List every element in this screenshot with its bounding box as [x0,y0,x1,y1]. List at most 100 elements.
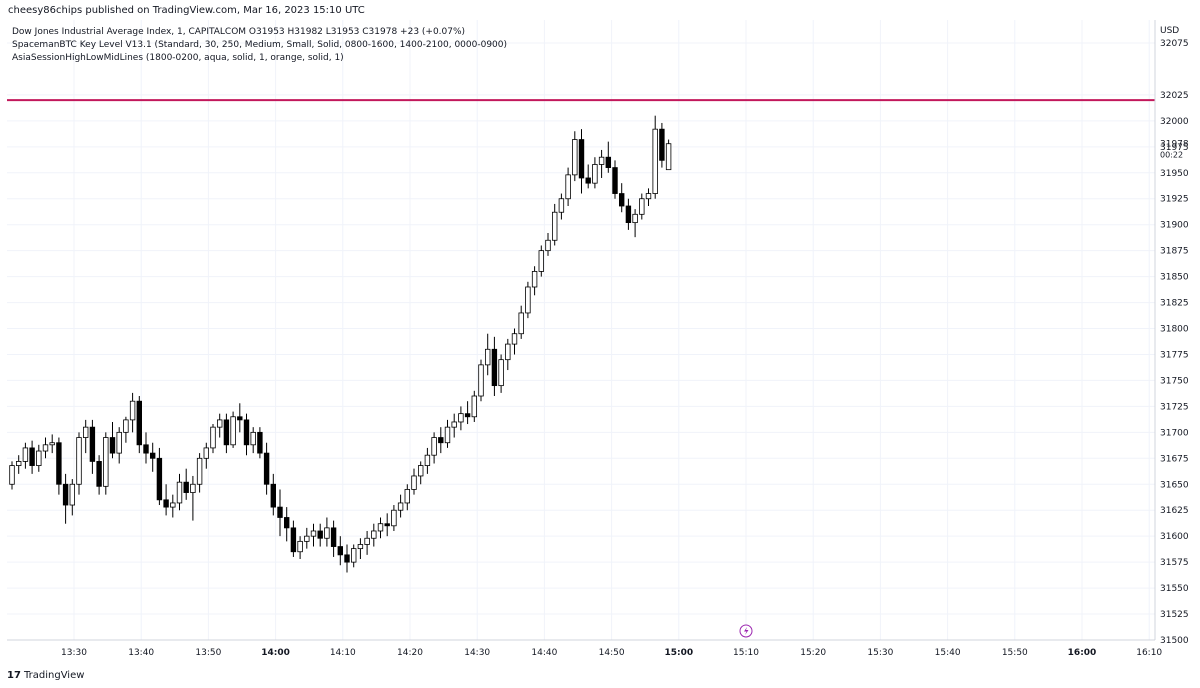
candle-body-up [129,400,136,421]
legend-indicator-asia-session[interactable]: AsiaSessionHighLowMidLines (1800-0200, a… [12,53,344,63]
candle-body-up [15,461,22,466]
candle-body-down [438,437,444,444]
candle-body-up [22,447,29,462]
grid [7,20,1155,641]
candle-body-up [203,447,209,459]
candle-body-down [183,481,189,493]
candle-body-up [310,530,317,537]
candle-body-down [263,452,270,485]
candle-body-up [484,348,491,366]
y-tick-label: 31900 [1160,221,1189,231]
candle-body-up [565,174,571,200]
candle-body-up [49,442,55,446]
lightning-bolt [744,627,749,635]
candle-body-up [598,156,605,165]
candle-body-down [491,348,498,387]
y-tick-label: 31575 [1160,558,1189,568]
candle-body-down [578,139,585,179]
candle-body-up [176,481,183,504]
candle-body-down [464,413,471,418]
x-tick-label: 13:50 [195,648,221,658]
candle-body-up [116,431,122,454]
candle-body-down [384,523,390,527]
candle-body-down [277,506,283,518]
candle-body-up [297,540,303,553]
y-tick-label: 31600 [1160,532,1189,542]
candle-body-up [350,548,357,563]
candle-body-up [76,437,82,485]
y-tick-label: 31675 [1160,454,1189,464]
candle-body-up [518,312,524,335]
candle-body-up [391,509,397,527]
y-tick-label: 31500 [1160,636,1189,646]
candle-body-down [89,426,96,462]
candle-body-up [216,419,223,428]
x-tick-label: 15:10 [733,648,759,658]
x-tick-label: 14:40 [531,648,557,658]
candle-body-up [478,364,484,397]
y-tick-label: 31700 [1160,428,1189,438]
y-tick-label: 31825 [1160,299,1189,309]
x-tick-label: 14:20 [397,648,423,658]
x-tick-label: 13:40 [128,648,154,658]
candle-body-up [377,523,384,532]
candle-body-up [645,193,652,200]
candle-body-down [163,499,169,508]
candle-body-down [605,156,611,168]
y-tick-label: 31750 [1160,376,1189,386]
candle-body-up [170,502,176,508]
x-tick-label: 15:30 [867,648,893,658]
x-tick-label: 15:00 [664,648,693,658]
y-tick-label: 32025 [1160,91,1189,101]
candle-body-down [29,447,35,466]
candle-body-up [404,489,410,504]
legend-indicator-keylevel[interactable]: SpacemanBTC Key Level V13.1 (Standard, 3… [12,40,508,50]
candle-body-up [9,465,15,485]
candle-body-up [451,421,457,428]
candle-body-up [103,437,109,487]
y-tick-label: 31925 [1160,195,1189,205]
candle-body-down [337,546,343,556]
candle-body-down [585,177,591,184]
candle-body-down [96,461,102,487]
publish-info: cheesy86chips published on TradingView.c… [8,5,365,16]
candle-body-up [665,143,672,171]
legend-symbol-line[interactable]: Dow Jones Industrial Average Index, 1, C… [12,27,466,37]
candle-body-up [444,426,451,444]
candle-body-up [357,544,364,550]
candle-body-up [42,444,49,452]
y-tick-label: 31650 [1160,480,1189,490]
x-tick-label: 14:00 [261,648,290,658]
y-tick-label: 31725 [1160,402,1189,412]
y-tick-label: 31950 [1160,169,1189,179]
candle-body-down [270,483,276,508]
x-tick-label: 13:30 [61,648,87,658]
candle-body-up [592,164,598,184]
candle-body-up [505,343,511,361]
candle-body-up [411,475,417,490]
candle-body-up [525,286,531,314]
candle-body-up [371,530,377,539]
candle-body-up [364,537,370,545]
candle-body-up [190,483,196,493]
candle-body-up [538,250,544,272]
candle-body-up [36,450,42,466]
candle-body-down [56,442,62,485]
y-tick-label: 32075 [1160,39,1189,49]
legend: Dow Jones Industrial Average Index, 1, C… [12,26,507,65]
countdown-label: 00:22 [1160,151,1183,160]
candle-body-up [652,128,658,194]
candle-body-up [531,271,538,288]
y-tick-label: 31800 [1160,325,1189,335]
candle-body-up [83,426,89,438]
candle-body-down [317,530,323,539]
candle-body-up [230,416,236,446]
publish-header: cheesy86chips published on TradingView.c… [0,0,1200,20]
candle-body-down [223,419,230,446]
candle-body-down [344,554,350,563]
y-tick-label: 31550 [1160,584,1189,594]
x-tick-label: 15:20 [800,648,826,658]
candles [9,115,672,573]
candle-body-up [552,211,558,241]
